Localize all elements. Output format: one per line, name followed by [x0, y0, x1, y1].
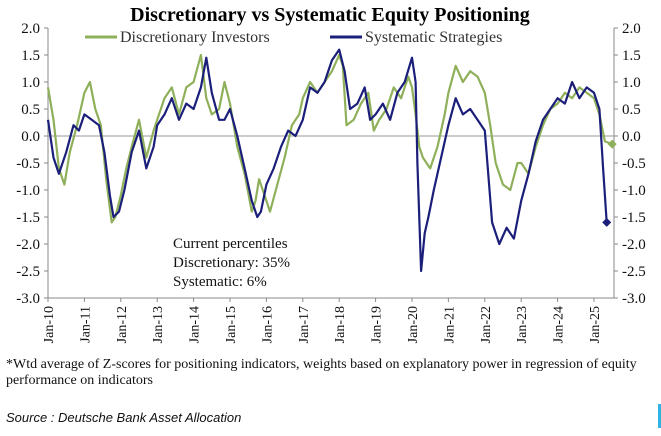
x-tick-label: Jan-20 [406, 306, 421, 343]
y-tick-label-left: 1.0 [21, 75, 40, 91]
endpoint-discretionary [607, 139, 617, 149]
y-tick-label-right: -2.0 [622, 237, 646, 253]
annotation-discretionary: Discretionary: 35% [173, 255, 290, 271]
y-tick-label-left: 0.5 [21, 102, 40, 118]
axes: 2.0 2.0 1.5 1.5 1.0 1.0 0.5 0.5 0.0 0.0 -0.5 -0.5 -1… [16, 21, 646, 343]
x-tick-label: Jan-25 [588, 306, 603, 343]
x-tick-label: Jan-22 [479, 306, 494, 343]
x-tick-label: Jan-17 [297, 306, 312, 343]
x-tick-label: Jan-21 [442, 306, 457, 343]
y-tick-label-left: 0.0 [21, 129, 40, 145]
chart-title: Discretionary vs Systematic Equity Posit… [130, 4, 530, 26]
y-tick-label-left: 2.0 [21, 21, 40, 37]
y-tick-label-left: -0.5 [16, 156, 40, 172]
y-tick-label-right: 1.5 [622, 48, 641, 64]
x-tick-label: Jan-24 [552, 306, 567, 343]
x-tick-label: Jan-10 [42, 306, 57, 343]
y-tick-label-left: -1.0 [16, 183, 40, 199]
y-tick-label-left: -1.5 [16, 210, 40, 226]
y-tick-label-right: -3.0 [622, 291, 646, 307]
legend-discretionary-label: Discretionary Investors [120, 29, 270, 46]
edge-accent-bar [658, 404, 661, 428]
y-tick-label-right: 0.5 [622, 102, 641, 118]
x-tick-label: Jan-13 [151, 306, 166, 343]
x-tick-label: Jan-11 [78, 306, 93, 343]
legend-systematic-label: Systematic Strategies [365, 29, 502, 46]
y-tick-label-left: 1.5 [21, 48, 40, 64]
series-lines [46, 48, 613, 273]
x-tick-label: Jan-23 [515, 306, 530, 343]
footnote: *Wtd average of Z-scores for positioning… [6, 357, 637, 388]
y-tick-label-right: 0.0 [622, 129, 641, 145]
x-tick-label: Jan-18 [333, 306, 348, 343]
y-tick-label-left: -2.0 [16, 237, 40, 253]
x-tick-label: Jan-19 [370, 306, 385, 343]
y-tick-label-right: -0.5 [622, 156, 646, 172]
x-tick-label: Jan-15 [224, 306, 239, 343]
annotation-systematic: Systematic: 6% [173, 274, 267, 290]
annotation-heading: Current percentiles [173, 236, 288, 252]
series-line-systematic [46, 48, 608, 273]
endpoint-markers [602, 139, 617, 227]
source-note: Source : Deutsche Bank Asset Allocation [6, 410, 242, 425]
y-tick-label-right: -2.5 [622, 264, 646, 280]
x-tick-label: Jan-14 [188, 306, 203, 343]
endpoint-systematic [602, 217, 612, 227]
x-tick-label: Jan-12 [115, 306, 130, 343]
positioning-chart: Discretionary vs Systematic Equity Posit… [16, 4, 646, 343]
y-tick-label-right: -1.5 [622, 210, 646, 226]
x-tick-label: Jan-16 [260, 306, 275, 343]
y-tick-label-left: -3.0 [16, 291, 40, 307]
series-line-discretionary [46, 53, 613, 224]
y-tick-label-right: 1.0 [622, 75, 641, 91]
y-tick-label-right: 2.0 [622, 21, 641, 37]
y-tick-label-left: -2.5 [16, 264, 40, 280]
y-tick-label-right: -1.0 [622, 183, 646, 199]
